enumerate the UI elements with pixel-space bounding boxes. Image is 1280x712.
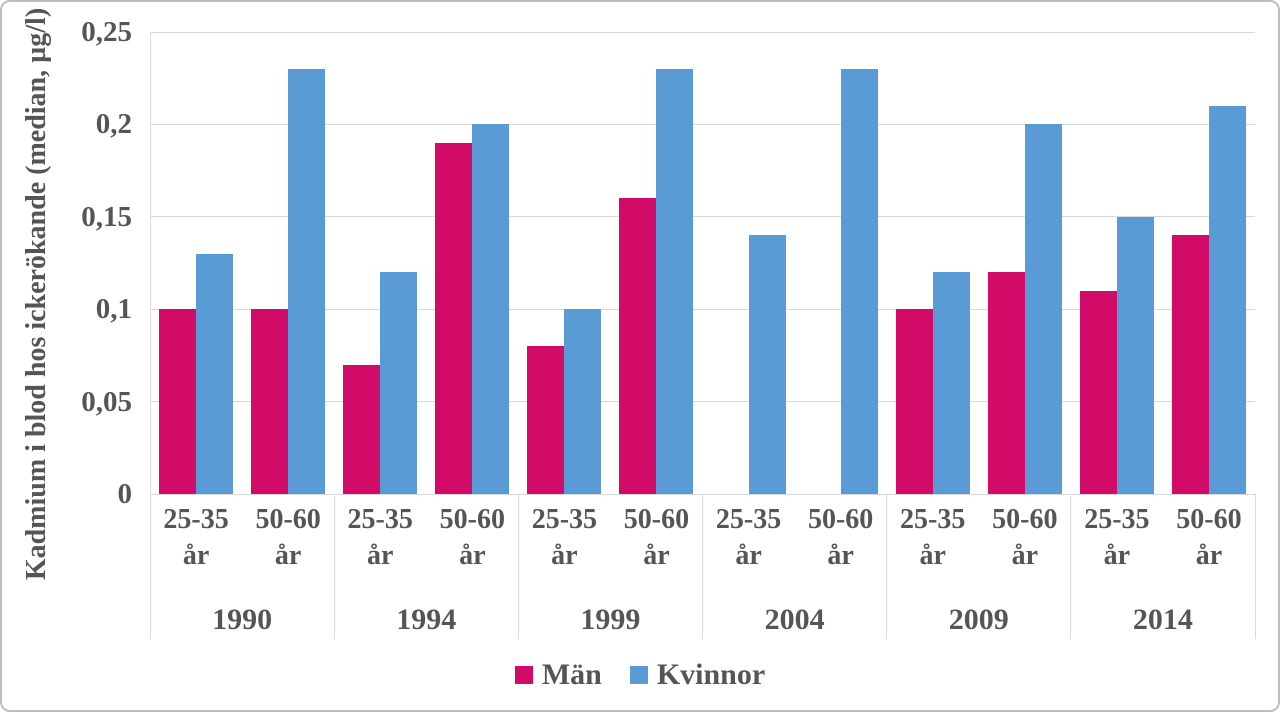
age-group-label: 50-60 år xyxy=(439,504,505,571)
age-group-label: 50-60 år xyxy=(255,504,321,571)
bar-man-2014-50-60 xyxy=(1171,235,1209,494)
bar-man-1994-50-60 xyxy=(435,142,473,494)
bar-man-2009-25-35 xyxy=(895,309,933,494)
y-tick-label: 0,2 xyxy=(95,108,132,141)
year-label: 1999 xyxy=(580,603,641,636)
gridline xyxy=(150,123,1255,125)
bar-man-1990-50-60 xyxy=(251,309,289,494)
bar-kvinnor-2009-25-35 xyxy=(932,272,970,494)
category-divider xyxy=(1070,494,1072,639)
bar-kvinnor-1999-50-60 xyxy=(656,68,694,494)
legend-item-man: Män xyxy=(514,658,602,692)
bar-kvinnor-1994-25-35 xyxy=(380,272,418,494)
year-label: 1990 xyxy=(212,603,273,636)
bar-man-2014-25-35 xyxy=(1079,290,1117,494)
y-axis-line xyxy=(149,32,151,639)
bar-kvinnor-2004-25-35 xyxy=(748,235,786,494)
age-group-label: 25-35 år xyxy=(715,504,782,571)
legend-label-man: Män xyxy=(541,658,602,691)
bar-kvinnor-2014-25-35 xyxy=(1116,216,1154,494)
bar-man-1999-50-60 xyxy=(619,198,657,494)
bar-man-1990-25-35 xyxy=(159,309,197,494)
age-group-label: 50-60 år xyxy=(623,504,690,571)
age-group-label: 25-35 år xyxy=(163,504,229,571)
bar-kvinnor-2009-50-60 xyxy=(1024,124,1062,494)
man-series-swatch xyxy=(514,666,533,684)
age-group-label: 25-35 år xyxy=(347,504,413,571)
gridline xyxy=(150,401,1255,403)
gridline xyxy=(150,31,1255,33)
gridline xyxy=(150,308,1255,310)
legend-label-kvinnor: Kvinnor xyxy=(656,658,766,691)
bar-kvinnor-2004-50-60 xyxy=(840,68,878,494)
legend-item-kvinnor: Kvinnor xyxy=(629,658,766,692)
category-divider xyxy=(333,494,335,639)
kvinnor-series-swatch xyxy=(629,666,648,684)
age-group-label: 50-60 år xyxy=(1176,504,1242,571)
year-label: 2004 xyxy=(764,603,825,636)
y-tick-label: 0 xyxy=(117,478,133,510)
bar-kvinnor-2014-50-60 xyxy=(1208,105,1246,494)
category-divider xyxy=(886,494,888,639)
age-group-label: 50-60 år xyxy=(807,504,874,571)
year-label: 2014 xyxy=(1132,603,1193,636)
bar-man-1999-25-35 xyxy=(527,346,565,494)
y-tick-label: 0,15 xyxy=(81,200,132,233)
age-group-label: 25-35 år xyxy=(1084,504,1150,571)
y-tick-label: 0,05 xyxy=(81,385,132,418)
age-group-label: 50-60 år xyxy=(992,504,1058,571)
legend: Män Kvinnor xyxy=(2,654,1278,696)
category-divider xyxy=(1254,494,1256,639)
age-group-label: 25-35 år xyxy=(900,504,966,571)
category-divider xyxy=(517,494,519,639)
bar-man-1994-25-35 xyxy=(343,364,381,494)
gridline xyxy=(150,216,1255,218)
bar-man-2009-50-60 xyxy=(987,272,1025,494)
category-divider xyxy=(702,494,703,639)
bar-kvinnor-1994-50-60 xyxy=(472,124,510,494)
y-tick-label: 0,1 xyxy=(95,293,132,326)
bar-kvinnor-1990-25-35 xyxy=(196,253,234,494)
bar-kvinnor-1999-25-35 xyxy=(564,309,602,494)
y-tick-label: 0,25 xyxy=(81,16,132,48)
bar-kvinnor-1990-50-60 xyxy=(288,68,326,494)
year-label: 1994 xyxy=(396,603,457,636)
year-label: 2009 xyxy=(948,603,1009,636)
age-group-label: 25-35 år xyxy=(531,504,598,571)
